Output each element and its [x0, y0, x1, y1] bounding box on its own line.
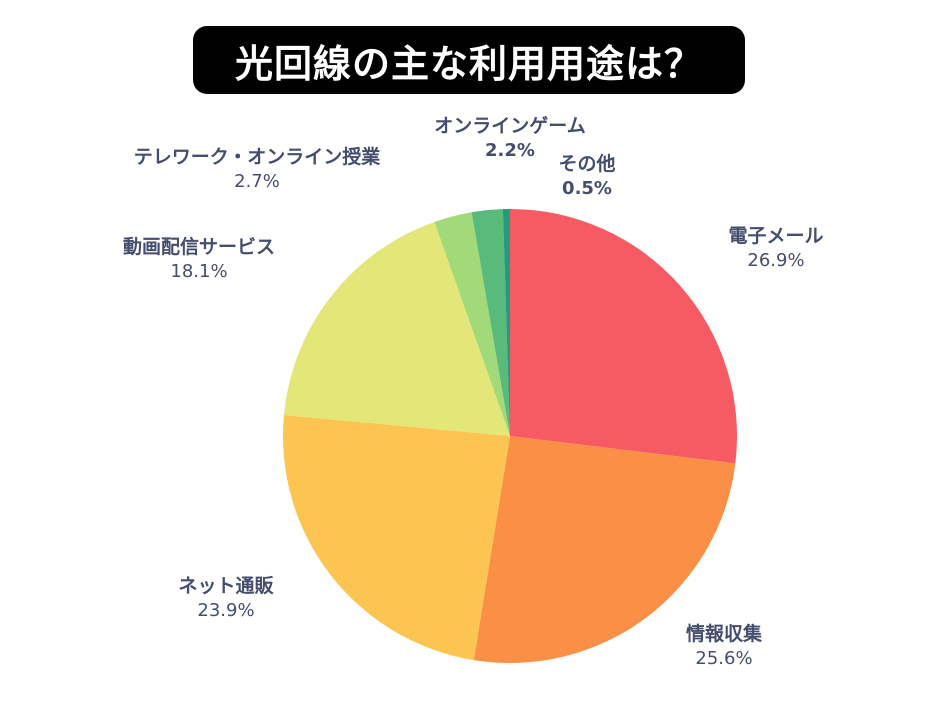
label-percent: 2.2%: [485, 140, 535, 161]
label-name: 動画配信サービス: [122, 236, 276, 258]
label-name: テレワーク・オンライン授業: [133, 146, 381, 168]
label-name: オンラインゲーム: [434, 115, 586, 137]
label-percent: 26.9%: [747, 250, 805, 271]
label-percent: 18.1%: [170, 261, 228, 282]
pie-slice: [434, 212, 510, 436]
label-online-game: オンラインゲーム 2.2%: [434, 114, 585, 164]
label-percent: 25.6%: [695, 648, 753, 669]
label-other: その他 0.5%: [558, 152, 615, 202]
pie-slice: [282, 414, 510, 661]
label-info-gathering: 情報収集 25.6%: [686, 622, 762, 672]
label-name: ネット通販: [178, 575, 274, 597]
label-name: 電子メール: [728, 225, 824, 247]
label-name: 情報収集: [685, 623, 763, 645]
label-percent: 0.5%: [562, 178, 612, 199]
chart-title: 光回線の主な利用用途は？: [234, 41, 703, 86]
label-video-streaming: 動画配信サービス 18.1%: [123, 235, 275, 285]
label-percent: 2.7%: [234, 171, 280, 192]
chart-title-box: 光回線の主な利用用途は？: [193, 26, 745, 94]
label-online-shopping: ネット通販 23.9%: [178, 574, 273, 624]
label-email: 電子メール 26.9%: [728, 224, 823, 274]
label-telework: テレワーク・オンライン授業 2.7%: [134, 145, 381, 195]
pie-slice: [510, 209, 737, 464]
pie-slice: [283, 221, 510, 436]
label-name: その他: [558, 153, 616, 175]
pie-slice: [471, 209, 510, 436]
pie-slice: [502, 209, 510, 436]
label-percent: 23.9%: [197, 600, 255, 621]
pie-slice: [473, 436, 736, 663]
